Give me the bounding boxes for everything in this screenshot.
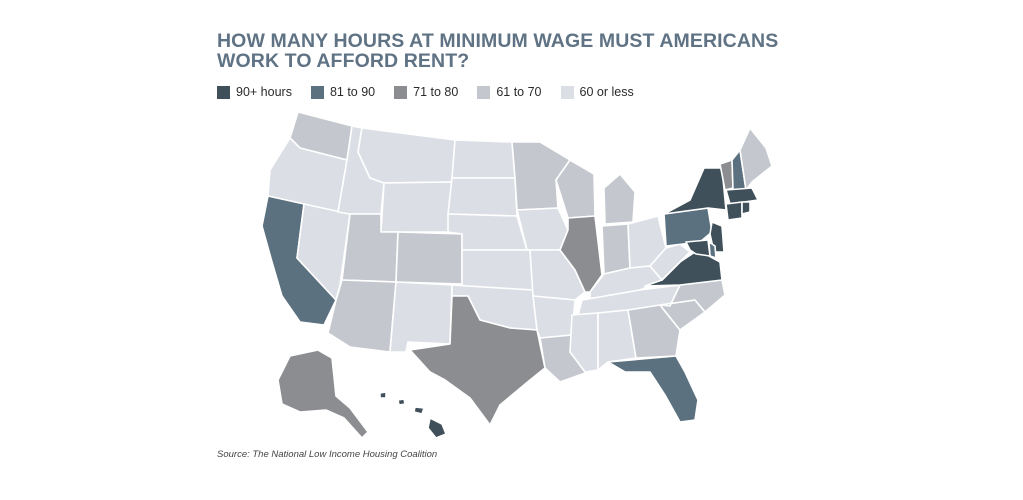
- state-co: [395, 231, 463, 285]
- state-ar: [532, 295, 576, 339]
- state-nd: [451, 139, 516, 179]
- state-wv: [649, 243, 691, 281]
- state-md: [685, 239, 711, 257]
- state-ks: [461, 249, 534, 291]
- chart-title: HOW MANY HOURS AT MINIMUM WAGE MUST AMER…: [217, 30, 779, 72]
- legend-swatch-61-70: [477, 85, 491, 99]
- state-me: [739, 127, 773, 191]
- state-mt: [357, 127, 456, 184]
- state-sd: [447, 177, 518, 217]
- state-az: [327, 279, 397, 353]
- state-ma: [725, 187, 759, 205]
- legend-label-81-90: 81 to 90: [329, 85, 376, 99]
- state-ia: [516, 207, 569, 251]
- state-ct: [725, 201, 743, 221]
- legend-label-90-plus: 90+ hours: [236, 85, 292, 99]
- state-hi-oahu: [397, 398, 406, 406]
- state-mi: [603, 173, 636, 225]
- state-hi-big: [427, 417, 447, 439]
- state-wi: [555, 159, 596, 219]
- state-ny: [663, 167, 727, 215]
- state-hi-kauai: [379, 391, 387, 399]
- state-fl: [607, 355, 699, 423]
- legend-item-71-80: 71 to 80: [394, 85, 458, 99]
- state-tx: [409, 295, 546, 426]
- legend-swatch-81-90: [310, 85, 324, 99]
- state-nm: [389, 281, 453, 353]
- legend-label-71-80: 71 to 80: [413, 85, 459, 99]
- source-note: Source: The National Low Income Housing …: [217, 449, 438, 460]
- state-ms: [569, 312, 599, 373]
- state-wy: [380, 181, 453, 233]
- legend-label-60-or-less: 60 or less: [579, 85, 634, 99]
- legend-swatch-90-plus: [217, 85, 230, 99]
- legend-item-81-90: 81 to 90: [310, 85, 376, 99]
- legend: 90+ hours 81 to 90 71 to 80 61 to 70 60 …: [217, 85, 653, 99]
- state-mn: [511, 141, 571, 211]
- legend-item-90-plus: 90+ hours: [217, 85, 292, 99]
- legend-swatch-60-or-less: [560, 85, 574, 99]
- state-ri: [741, 201, 751, 215]
- state-ga: [627, 304, 681, 359]
- state-il: [559, 215, 603, 293]
- state-ak: [277, 349, 369, 439]
- legend-item-61-70: 61 to 70: [477, 85, 542, 99]
- state-hi-maui: [413, 406, 425, 415]
- state-in: [601, 223, 631, 275]
- legend-swatch-71-80: [394, 85, 408, 99]
- legend-item-60-or-less: 60 or less: [560, 85, 634, 99]
- legend-label-61-70: 61 to 70: [496, 85, 542, 99]
